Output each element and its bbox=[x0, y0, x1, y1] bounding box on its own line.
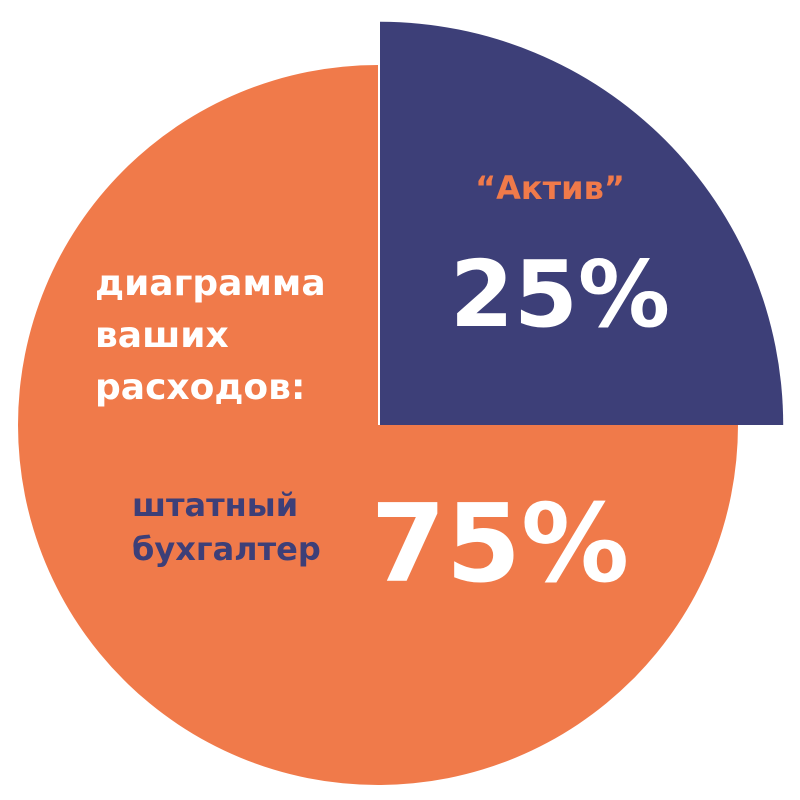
pie-slice bbox=[380, 21, 784, 426]
slice-category-label: “Актив” bbox=[475, 169, 625, 207]
slice-value-label: 25% bbox=[449, 241, 671, 348]
slice-category-label: штатный бухгалтер bbox=[132, 486, 321, 568]
slice-value-label: 75% bbox=[370, 482, 630, 607]
chart-title: диаграмма ваших расходов: bbox=[95, 263, 326, 408]
pie-slice bbox=[18, 65, 738, 785]
